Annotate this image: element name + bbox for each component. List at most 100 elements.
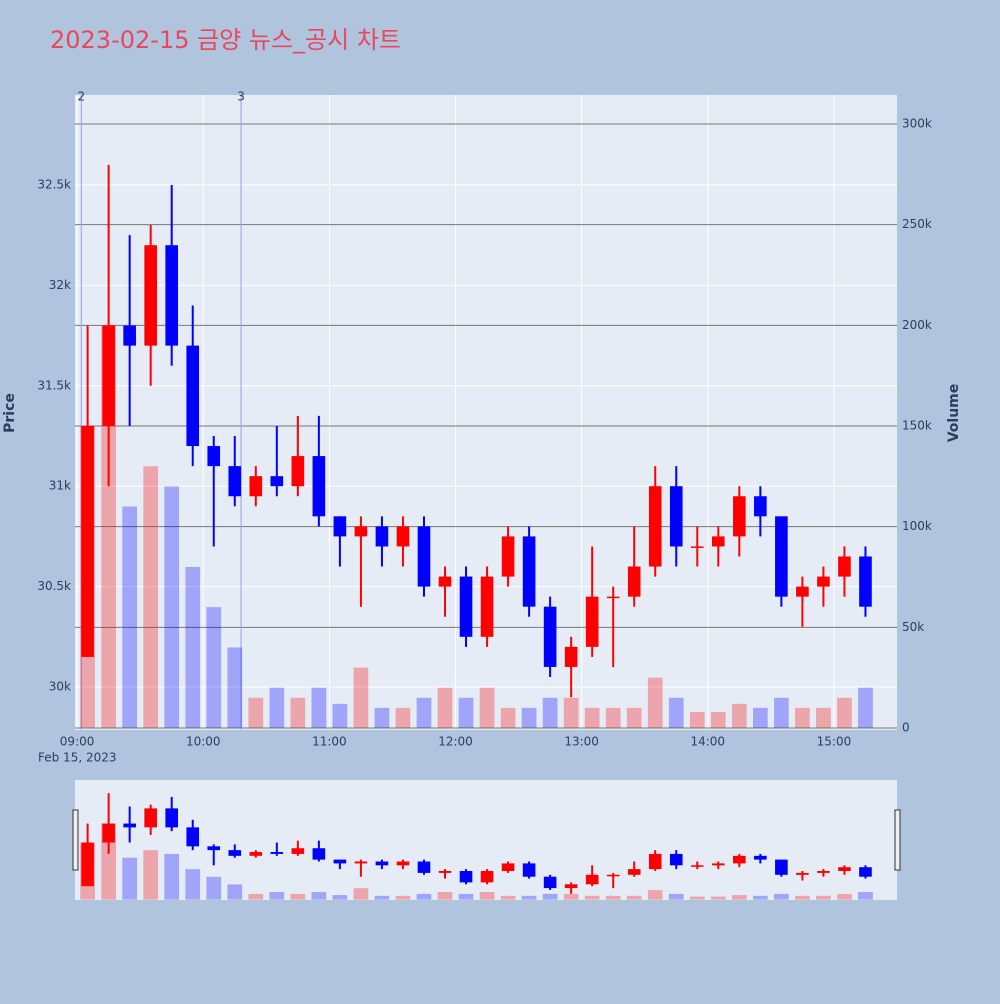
volume-bar: [584, 707, 600, 728]
candle-body: [438, 576, 452, 587]
candle-body: [417, 861, 431, 873]
candle-body: [270, 852, 284, 854]
volume-bar: [101, 823, 116, 900]
candle-body: [228, 850, 242, 856]
x-tick-label: 14:00: [690, 735, 725, 749]
volume-bar: [458, 893, 474, 900]
volume-bar: [584, 895, 600, 900]
candle-body: [123, 325, 136, 346]
volume-bar: [689, 896, 705, 900]
volume-bar: [752, 895, 768, 900]
candle-body: [585, 874, 599, 885]
candle-body: [102, 823, 115, 843]
volume-bar: [626, 707, 642, 728]
candle-body: [775, 516, 788, 597]
volume-bar: [416, 893, 432, 900]
candle-body: [669, 486, 683, 547]
volume-bar: [605, 895, 621, 900]
y2-tick-label: 250k: [902, 217, 932, 231]
volume-bar: [837, 893, 852, 900]
y2-tick-label: 200k: [902, 318, 932, 332]
annotation-text: 3: [237, 90, 245, 104]
volume-bar: [416, 697, 432, 728]
candle-body: [270, 476, 284, 487]
y-tick-label: 32.5k: [37, 177, 71, 191]
volume-bar: [248, 697, 264, 728]
volume-bar: [500, 707, 516, 728]
candle-body: [228, 466, 242, 497]
candle-body: [711, 863, 725, 866]
candle-body: [522, 536, 536, 607]
x-tick-label: 10:00: [186, 735, 221, 749]
candle-body: [627, 869, 641, 875]
y2-tick-label: 150k: [902, 418, 932, 432]
volume-bar: [164, 853, 180, 900]
volume-bar: [816, 895, 831, 900]
x-date-label: Feb 15, 2023: [38, 751, 117, 765]
volume-bar: [269, 892, 285, 900]
volume-bar: [164, 486, 180, 728]
candle-body: [123, 823, 136, 828]
candle-body: [144, 245, 157, 346]
candle-body: [796, 872, 809, 875]
volume-bar: [206, 607, 222, 728]
candle-body: [438, 871, 452, 873]
y2-tick-label: 100k: [902, 519, 932, 533]
volume-bar: [143, 466, 159, 728]
candle-body: [796, 586, 809, 597]
volume-bar: [437, 687, 453, 728]
volume-bar: [395, 895, 411, 900]
y-tick-label: 30k: [49, 680, 71, 694]
volume-bar: [752, 707, 768, 728]
volume-bar: [710, 896, 726, 900]
candle-body: [375, 861, 389, 866]
volume-bar: [311, 687, 327, 728]
x-tick-label: 12:00: [438, 735, 473, 749]
candle-body: [186, 827, 200, 847]
candle-body: [606, 596, 620, 599]
volume-bar: [605, 707, 621, 728]
volume-bar: [290, 697, 306, 728]
x-tick-label: 15:00: [817, 735, 852, 749]
candle-body: [81, 425, 94, 657]
candle-body: [333, 859, 347, 864]
volume-bar: [563, 697, 579, 728]
y2-tick-label: 300k: [902, 116, 932, 130]
volume-bar: [647, 890, 663, 900]
y-tick-label: 32k: [49, 278, 71, 292]
volume-bar: [521, 895, 537, 900]
volume-bar: [311, 892, 327, 900]
volume-bar: [774, 893, 789, 900]
candle-body: [585, 596, 599, 647]
volume-bar: [185, 869, 201, 900]
candle-body: [396, 861, 410, 866]
candle-body: [291, 848, 305, 854]
candle-body: [186, 345, 200, 447]
candle-body: [291, 456, 305, 487]
candle-body: [207, 446, 221, 467]
x-tick-label: 11:00: [312, 735, 347, 749]
range-handle[interactable]: [72, 809, 79, 871]
candle-body: [375, 526, 389, 547]
chart-title: 2023-02-15 금양 뉴스_공시 차트: [50, 26, 401, 54]
candle-body: [543, 876, 557, 889]
range-handle[interactable]: [894, 809, 901, 871]
candle-body: [564, 646, 578, 667]
volume-bar: [122, 857, 138, 900]
volume-bar: [437, 892, 453, 900]
volume-bar: [122, 506, 138, 728]
candle-body: [627, 566, 641, 597]
candle-body: [249, 852, 263, 856]
x-tick-label: 13:00: [564, 735, 599, 749]
candle-body: [754, 855, 767, 860]
volume-bar: [479, 687, 495, 728]
volume-bar: [290, 893, 306, 900]
candle-body: [501, 536, 515, 577]
candle-body: [312, 848, 326, 860]
volume-bar: [269, 687, 285, 728]
volume-bar: [795, 895, 810, 900]
candle-body: [396, 526, 410, 547]
y-tick-label: 31.5k: [37, 378, 71, 392]
volume-bar: [521, 707, 537, 728]
